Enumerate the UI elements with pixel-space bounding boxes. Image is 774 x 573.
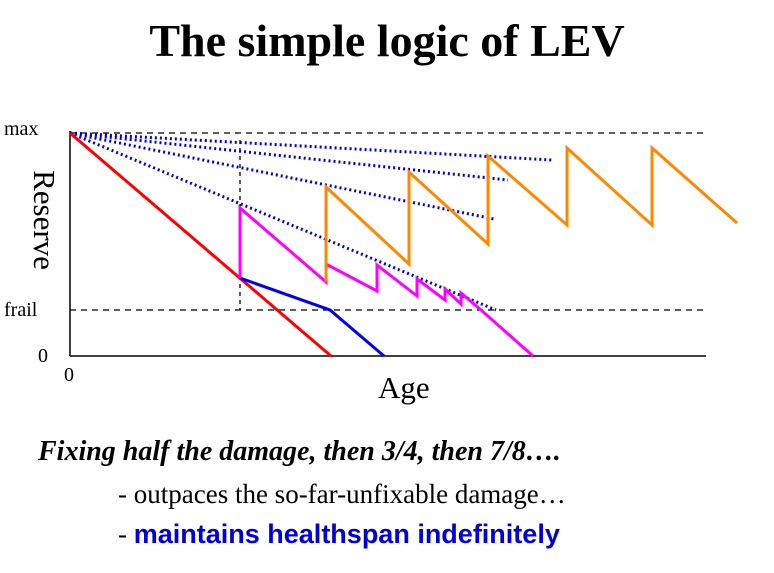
bullet-dash: -: [118, 519, 134, 549]
caption-heading: Fixing half the damage, then 3/4, then 7…: [38, 436, 561, 467]
x-axis-title: Age: [378, 370, 430, 405]
trend-line-4: [69, 131, 497, 312]
lev-sawtooth-curve: [324, 144, 738, 282]
single-fix-curve: [239, 276, 385, 358]
trend-line-3: [69, 131, 495, 221]
x-tick-zero: 0: [64, 364, 74, 386]
y-tick-max: max: [4, 118, 39, 140]
healthspan-emphasis: maintains healthspan indefinitely: [133, 519, 560, 549]
y-tick-frail: frail: [4, 299, 38, 321]
trend-line-1: [69, 131, 553, 162]
no-intervention-curve: [69, 131, 332, 358]
y-axis-title: Reserve: [27, 170, 62, 270]
caption-bullet-2: - maintains healthspan indefinitely: [118, 519, 560, 550]
page-title: The simple logic of LEV: [149, 15, 625, 66]
y-tick-zero: 0: [38, 345, 48, 367]
trend-line-2: [69, 131, 509, 182]
unfixable-damage-trends: [69, 131, 553, 312]
caption-bullet-1: - outpaces the so-far-unfixable damage…: [118, 479, 566, 509]
